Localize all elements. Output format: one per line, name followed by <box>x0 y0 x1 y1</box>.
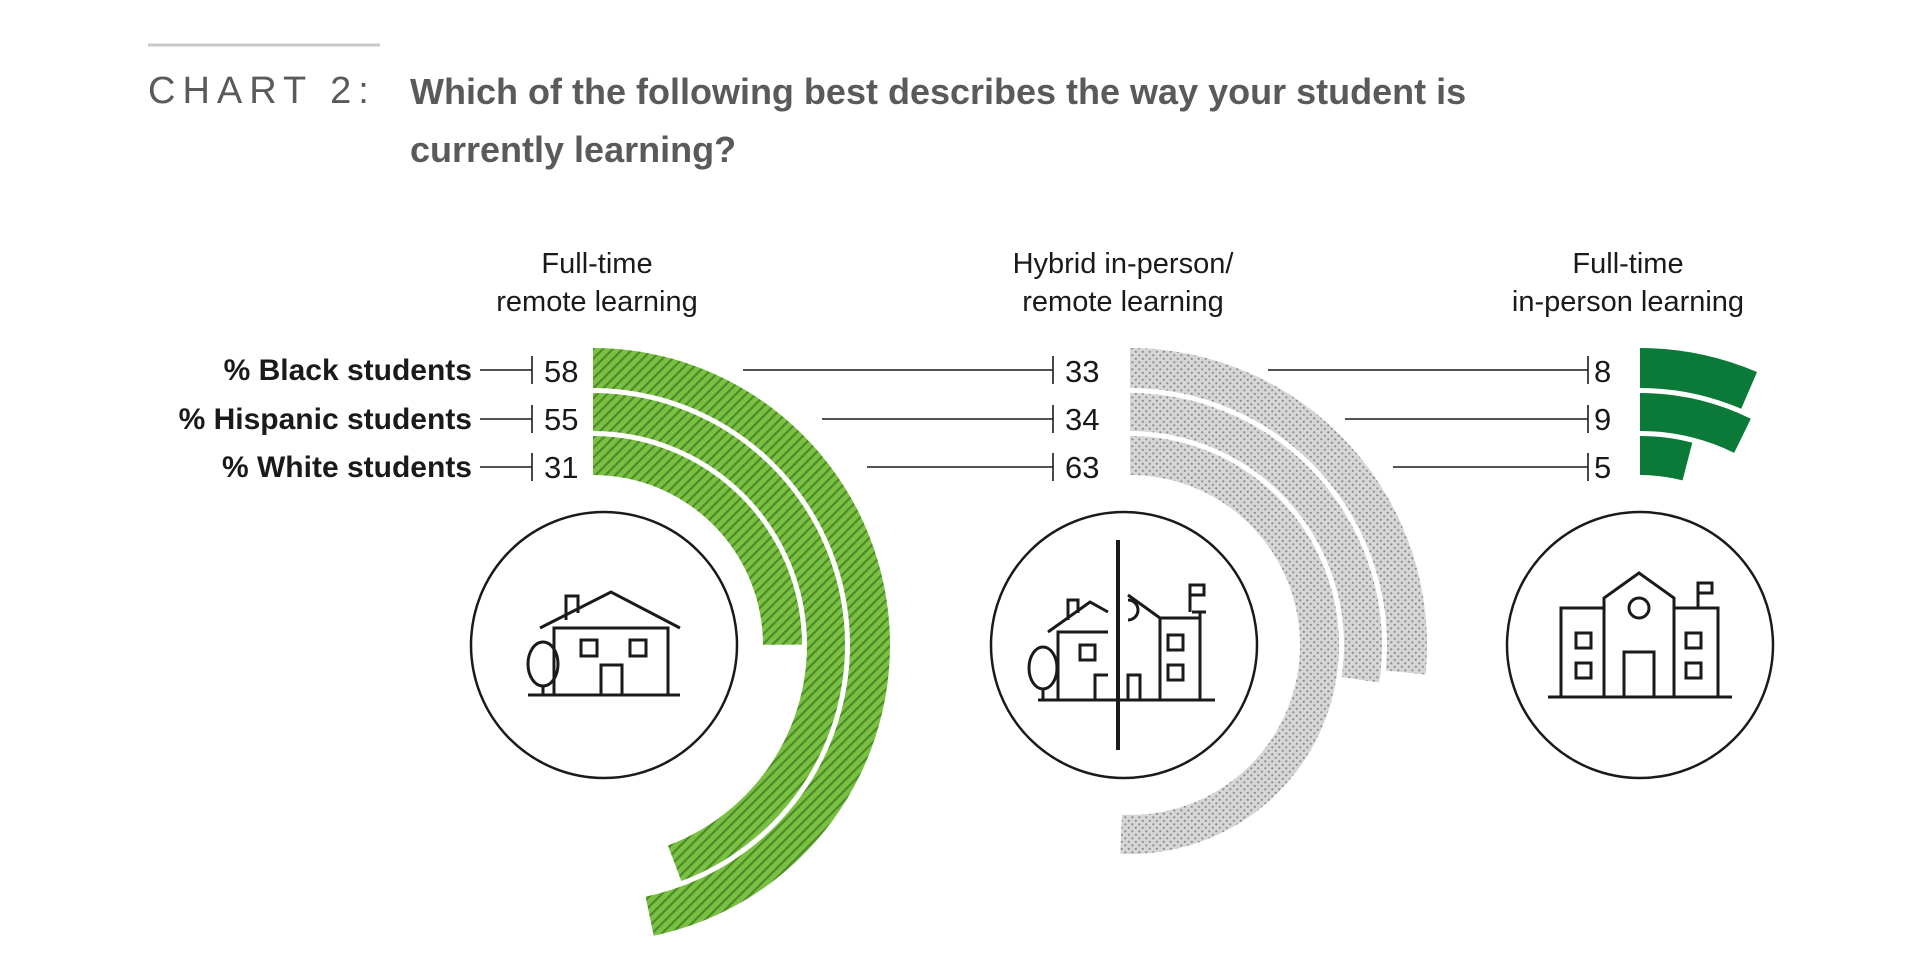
value-labels: 58 55 31 33 34 63 8 9 5 <box>544 354 1611 485</box>
arc-remote-black <box>593 348 890 936</box>
category-heading-hybrid-line2: remote learning <box>1022 286 1224 318</box>
circle-hybrid <box>989 510 1259 780</box>
value-label-hybrid-hispanic: 34 <box>1065 402 1099 437</box>
value-label-inperson-white: 5 <box>1594 450 1611 485</box>
category-heading-hybrid-line1: Hybrid in-person/ <box>1013 248 1235 280</box>
value-label-remote-white: 31 <box>544 450 578 485</box>
category-heading-remote-line1: Full-time <box>541 248 652 280</box>
category-heading-remote-line2: remote learning <box>496 286 698 318</box>
value-label-remote-hispanic: 55 <box>544 402 578 437</box>
category-heading-inperson-line2: in-person learning <box>1512 286 1744 318</box>
category-heading-inperson-line1: Full-time <box>1572 248 1683 280</box>
arc-hybrid-hispanic <box>1130 393 1382 683</box>
arc-inperson-black <box>1640 348 1758 409</box>
chart-label: CHART 2: <box>148 70 376 112</box>
series-label-white: % White students <box>222 451 472 484</box>
house-icon <box>526 590 681 697</box>
arc-remote-hispanic <box>593 393 846 882</box>
leader-lines <box>480 356 1589 481</box>
value-label-hybrid-black: 33 <box>1065 354 1099 389</box>
circle-inperson <box>1505 510 1775 780</box>
category-headings: Full-time remote learning Hybrid in-pers… <box>496 248 1744 318</box>
chart-title-line2: currently learning? <box>410 129 736 170</box>
radial-bars <box>593 348 1758 936</box>
value-label-inperson-hispanic: 9 <box>1594 402 1611 437</box>
arc-hybrid-white <box>1120 436 1340 855</box>
circle-remote <box>469 510 739 780</box>
value-label-hybrid-white: 63 <box>1065 450 1099 485</box>
series-label-hispanic: % Hispanic students <box>179 403 472 436</box>
arc-inperson-white <box>1640 436 1693 481</box>
school-icon <box>1548 571 1732 699</box>
value-label-remote-black: 58 <box>544 354 578 389</box>
chart-title-line1: Which of the following best describes th… <box>410 71 1466 112</box>
house-school-split-icon <box>1027 540 1215 750</box>
arc-remote-white <box>593 436 802 645</box>
series-label-black: % Black students <box>224 354 472 387</box>
value-label-inperson-black: 8 <box>1594 354 1611 389</box>
series-labels: % Black students % Hispanic students % W… <box>179 354 472 484</box>
arc-inperson-hispanic <box>1640 393 1751 453</box>
arc-hybrid-black <box>1130 348 1428 675</box>
